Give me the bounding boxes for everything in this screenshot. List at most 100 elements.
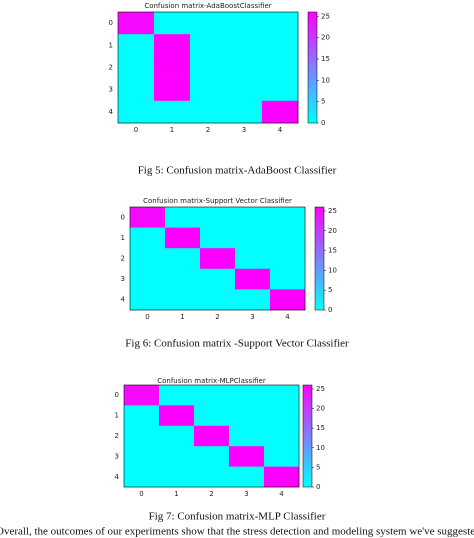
heatmap-cell <box>159 425 195 447</box>
heatmap-cell <box>154 12 191 35</box>
heatmap-cell <box>130 289 166 311</box>
heatmap-cell <box>165 207 201 228</box>
heatmap-cell <box>200 289 236 311</box>
y-tick-label: 4 <box>121 296 126 304</box>
heatmap-cell <box>235 289 271 311</box>
x-tick-label: 2 <box>206 126 210 134</box>
y-tick-label: 3 <box>109 86 113 94</box>
colorbar-tick-label: 5 <box>321 98 325 106</box>
heatmap-cell <box>190 34 227 57</box>
figure-caption: Fig 7: Confusion matrix-MLP Classifier <box>149 511 326 523</box>
heatmap-cell <box>264 446 300 467</box>
heatmap-cell <box>154 56 191 79</box>
colorbar-tick-label: 0 <box>321 119 325 127</box>
heatmap-cell <box>190 100 227 124</box>
figure-caption: Fig 5: Confusion matrix-AdaBoost Classif… <box>138 165 337 177</box>
heatmap-cell <box>264 405 300 427</box>
plot-frame <box>117 11 299 124</box>
heatmap-cell <box>235 248 271 270</box>
y-tick-label: 1 <box>109 41 113 49</box>
x-tick-label: 3 <box>250 313 254 321</box>
plot-frame <box>129 206 306 311</box>
y-tick-label: 2 <box>115 432 119 440</box>
heatmap-cell <box>200 268 236 290</box>
heatmap-cell <box>270 248 306 270</box>
colorbar <box>314 206 325 311</box>
heatmap-cell <box>154 34 191 57</box>
colorbar-tick-label: 20 <box>328 227 337 235</box>
colorbar <box>307 11 318 124</box>
x-tick-label: 1 <box>174 490 178 498</box>
heatmap-cell <box>270 268 306 290</box>
heatmap-cell <box>200 227 236 249</box>
x-tick-label: 4 <box>279 490 284 498</box>
heatmap-cell <box>124 466 160 488</box>
plot-title: Confusion matrix-Support Vector Classifi… <box>143 197 292 205</box>
heatmap-cell <box>194 466 230 488</box>
y-tick-label: 0 <box>121 213 125 221</box>
heatmap-cell <box>229 446 265 467</box>
heatmap-cell <box>154 78 191 102</box>
y-tick-label: 4 <box>109 108 114 116</box>
x-tick-label: 3 <box>244 490 248 498</box>
colorbar <box>302 384 313 488</box>
heatmap-cell <box>165 248 201 270</box>
heatmap-cell <box>124 446 160 467</box>
colorbar-tick-label: 0 <box>316 483 320 491</box>
y-tick-label: 2 <box>109 64 113 72</box>
y-tick-label: 1 <box>121 234 125 242</box>
x-tick-label: 0 <box>145 313 149 321</box>
colorbar-tick-label: 15 <box>316 424 325 432</box>
heatmap-cell <box>200 207 236 228</box>
x-tick-label: 3 <box>242 126 246 134</box>
heatmap-cell <box>194 446 230 467</box>
heatmap-cell <box>270 289 306 311</box>
heatmap-cell <box>154 100 191 124</box>
heatmap-cell <box>226 100 263 124</box>
plot-title: Confusion matrix-AdaBoostClassifier <box>144 2 271 10</box>
heatmap-cell <box>190 12 227 35</box>
y-tick-label: 1 <box>115 412 119 420</box>
heatmap-cell <box>262 56 299 79</box>
colorbar-tick-label: 5 <box>328 286 332 294</box>
heatmap-cell <box>159 385 195 406</box>
heatmap-cell <box>200 248 236 270</box>
x-tick-label: 0 <box>139 490 143 498</box>
heatmap-cell <box>194 425 230 447</box>
colorbar-tick-label: 0 <box>328 306 332 314</box>
heatmap-cell <box>124 425 160 447</box>
x-tick-label: 1 <box>170 126 174 134</box>
colorbar-tick-label: 20 <box>321 34 330 42</box>
heatmap-cell <box>262 100 299 124</box>
heatmap-cell <box>118 12 155 35</box>
heatmap-cell <box>130 227 166 249</box>
heatmap-cell <box>226 56 263 79</box>
heatmap-cell <box>270 227 306 249</box>
colorbar-tick-label: 10 <box>316 444 325 452</box>
heatmap-cell <box>264 385 300 406</box>
heatmap-cell <box>264 466 300 488</box>
colorbar-tick-label: 25 <box>321 12 330 20</box>
heatmap-cell <box>165 289 201 311</box>
heatmap-cell <box>130 207 166 228</box>
y-tick-label: 0 <box>109 19 113 27</box>
heatmap-cell <box>229 466 265 488</box>
heatmap-cell <box>130 268 166 290</box>
heatmap-cell <box>226 12 263 35</box>
colorbar-tick-label: 15 <box>328 247 337 255</box>
y-tick-label: 2 <box>121 255 125 263</box>
heatmap-cell <box>262 78 299 102</box>
heatmap-cell <box>118 34 155 57</box>
heatmap-cell <box>229 385 265 406</box>
plot-frame <box>123 384 300 488</box>
heatmap-cell <box>130 248 166 270</box>
heatmap-cell <box>190 78 227 102</box>
colorbar-tick-label: 20 <box>316 405 325 413</box>
heatmap-cell <box>262 12 299 35</box>
heatmap-cell <box>124 405 160 427</box>
heatmap-cell <box>235 227 271 249</box>
heatmap-cell <box>270 207 306 228</box>
colorbar-tick-label: 15 <box>321 55 330 63</box>
figure-caption: Fig 6: Confusion matrix -Support Vector … <box>125 338 349 350</box>
